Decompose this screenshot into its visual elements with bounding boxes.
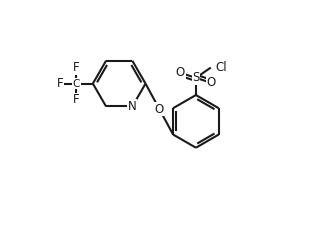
Text: Cl: Cl xyxy=(215,61,227,74)
Text: F: F xyxy=(57,77,64,90)
Text: O: O xyxy=(155,103,164,116)
Text: C: C xyxy=(73,79,80,89)
Text: S: S xyxy=(192,71,200,84)
Text: N: N xyxy=(128,100,137,113)
Text: O: O xyxy=(207,76,216,89)
Text: F: F xyxy=(73,93,80,106)
Text: O: O xyxy=(176,66,185,79)
Text: F: F xyxy=(73,61,80,74)
